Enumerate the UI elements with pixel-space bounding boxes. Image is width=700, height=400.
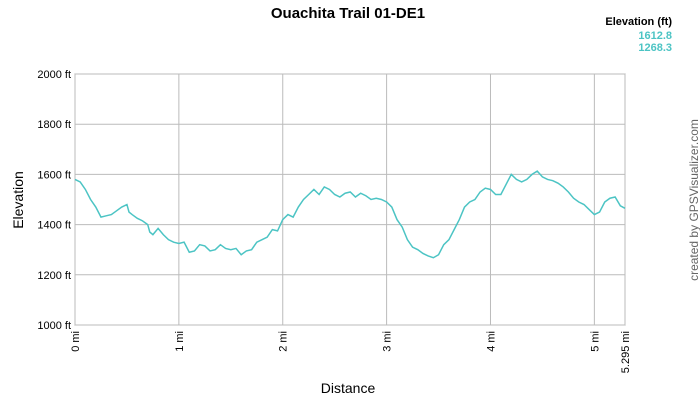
credit: created by GPSVisualizer.com [687,119,700,281]
y-tick-label: 1000 ft [37,320,71,332]
x-tick-label: 3 mi [382,331,394,352]
legend-max: 1612.8 [638,30,672,42]
chart-title: Ouachita Trail 01-DE1 [271,5,425,22]
x-tick-label: 5 mi [589,331,601,352]
x-axis-title: Distance [321,380,376,396]
y-tick-label: 1600 ft [37,169,71,181]
y-axis-title: Elevation [10,171,26,229]
elevation-line [74,170,626,259]
plot-area [74,73,626,326]
x-tick-label: 4 mi [485,331,497,352]
y-tick-label: 1800 ft [37,119,71,131]
legend-title: Elevation (ft) [605,16,672,28]
y-tick-label: 2000 ft [37,69,71,81]
legend-min: 1268.3 [638,42,672,54]
x-tick-label: 0 mi [70,331,82,352]
x-tick-label: 1 mi [174,331,186,352]
x-tick-label: 5.295 mi [620,331,632,373]
x-tick-label: 2 mi [278,331,290,352]
y-tick-label: 1200 ft [37,270,71,282]
y-tick-label: 1400 ft [37,220,71,232]
